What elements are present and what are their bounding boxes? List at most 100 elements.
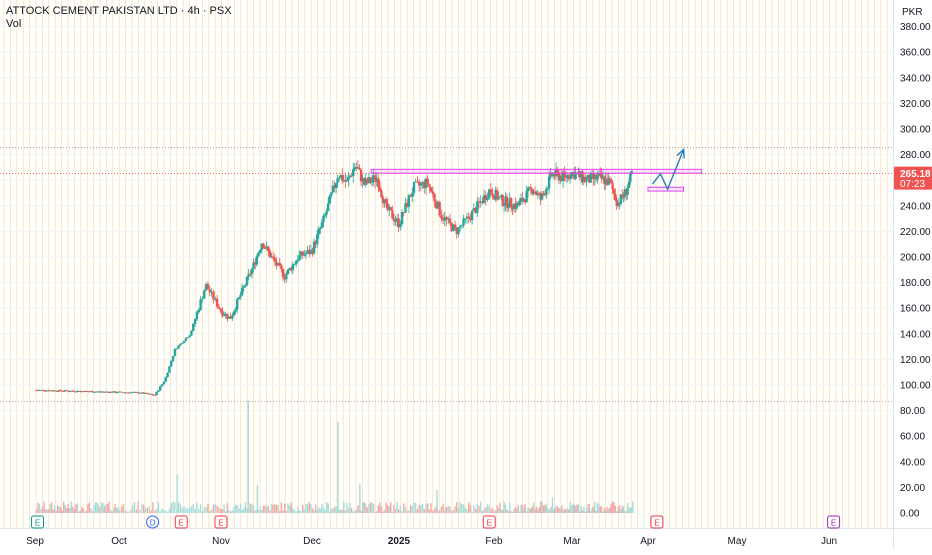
volume-bar (257, 510, 260, 513)
candle-down (592, 173, 595, 179)
candle-down (377, 178, 380, 188)
candle-down (484, 195, 488, 200)
candle-up (306, 249, 309, 254)
event-marker-earnings[interactable] (31, 515, 45, 529)
price-axis-tick-label: 180.00 (900, 278, 931, 289)
candle-up (421, 181, 424, 184)
candle-up (83, 390, 87, 392)
volume-bar (406, 511, 408, 513)
price-axis-tick-label: 300.00 (900, 125, 931, 136)
volume-bar (241, 509, 243, 513)
candle-down (581, 171, 584, 182)
volume-bar (546, 507, 549, 513)
candle-down (290, 267, 293, 271)
candle-down (135, 392, 138, 393)
volume-bar (187, 508, 189, 513)
candle-up (309, 249, 313, 254)
volume-bar (114, 504, 116, 513)
volume-bar (415, 502, 417, 513)
event-marker-dividend[interactable] (146, 515, 160, 529)
volume-bar (88, 502, 91, 513)
volume-bar (313, 510, 315, 513)
volume-bar (70, 501, 72, 513)
candle-down (438, 202, 441, 216)
candle-up (629, 173, 632, 182)
candle-up (525, 191, 528, 203)
volume-bar (583, 506, 585, 513)
candle-up (115, 392, 118, 394)
volume-bar (483, 508, 485, 513)
candle-down (402, 212, 405, 213)
candle-down (397, 218, 400, 228)
last-price-value: 265.18 (900, 169, 931, 180)
volume-bar (229, 511, 232, 513)
volume-bar (401, 510, 403, 513)
candle-up (526, 188, 530, 192)
candle-down (409, 195, 412, 197)
volume-bar (210, 509, 213, 513)
volume-bar (238, 508, 240, 513)
event-marker-earnings[interactable] (214, 515, 228, 529)
candle-down (127, 392, 131, 394)
candle-down (208, 289, 211, 293)
resistance-zone[interactable] (370, 168, 702, 174)
candle-up (244, 284, 247, 287)
price-axis-tick-label: 140.00 (900, 329, 931, 340)
volume-bar (478, 506, 480, 513)
volume-bar (403, 503, 405, 513)
volume-bar (75, 504, 77, 513)
volume-bar (618, 505, 621, 513)
candle-down (453, 224, 457, 228)
volume-bar (340, 509, 342, 513)
volume-bar (390, 502, 392, 513)
volume-bar (461, 503, 463, 513)
candle-down (254, 262, 257, 265)
event-marker-earnings[interactable] (174, 515, 188, 529)
volume-bar (120, 506, 123, 513)
projection-path[interactable] (651, 149, 685, 191)
time-axis-label: 2025 (388, 536, 411, 547)
time-axis-label: Oct (111, 536, 127, 547)
volume-bar (625, 511, 627, 513)
volume-bar (297, 507, 299, 513)
candle-down (88, 391, 91, 393)
volume-bar (480, 501, 482, 513)
candle-up (131, 392, 134, 394)
support-zone[interactable] (647, 186, 685, 192)
candle-down (477, 201, 481, 203)
volume-spike-bar (256, 484, 259, 513)
event-marker-earnings[interactable] (482, 515, 496, 529)
candle-up (462, 218, 465, 226)
event-marker-earnings[interactable] (827, 515, 841, 529)
volume-bar (128, 511, 130, 513)
candle-up (545, 189, 548, 196)
candle-down (429, 187, 433, 192)
candle-up (479, 201, 482, 203)
candle-down (538, 193, 541, 195)
candle-up (170, 360, 173, 367)
candle-up (412, 182, 416, 193)
candle-up (129, 392, 133, 394)
candle-down (543, 193, 547, 196)
event-marker-earnings[interactable] (650, 515, 664, 529)
candle-up (522, 199, 525, 202)
volume-bar (67, 504, 69, 513)
candle-down (495, 190, 499, 200)
volume-bar (615, 511, 618, 513)
candle-down (113, 391, 117, 393)
volume-bar (426, 503, 429, 513)
price-axis-tick-label: 100.00 (900, 381, 931, 392)
candle-up (250, 268, 254, 275)
candle-down (605, 178, 609, 186)
volume-bar (344, 510, 347, 513)
candle-down (226, 313, 229, 319)
volume-bar (520, 504, 522, 513)
volume-bar (141, 504, 143, 513)
candle-down (531, 188, 534, 194)
volume-bar (124, 510, 127, 513)
candle-up (133, 392, 136, 393)
candle-down (120, 391, 123, 393)
candle-down (308, 249, 311, 254)
